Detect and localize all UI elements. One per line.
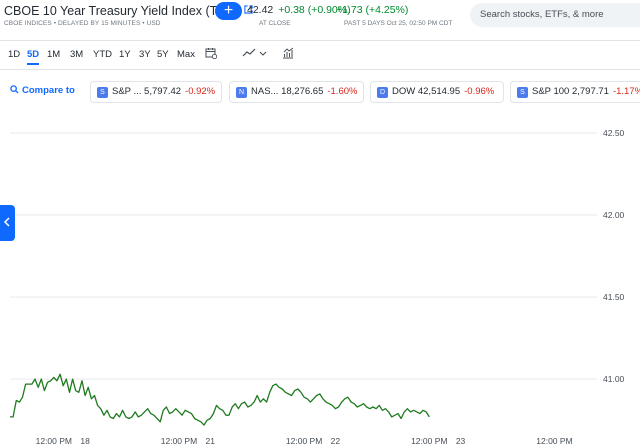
quote-title-text: CBOE 10 Year Treasury Yield Index (TNX) (4, 4, 239, 18)
range-ytd[interactable]: YTD (93, 49, 112, 60)
compare-chip-dow[interactable]: D DOW 42,514.95 -0.96% (370, 81, 504, 103)
x-tick-label: 23 (456, 436, 466, 446)
range-3y[interactable]: 3Y (139, 49, 151, 60)
chip-name: S&P 100 (532, 86, 570, 97)
x-tick-label: 12:00 PM (286, 436, 322, 446)
at-close-label: AT CLOSE (259, 20, 291, 27)
chevron-left-icon (3, 217, 10, 227)
x-tick-label: 21 (206, 436, 216, 446)
chip-value: 18,276.65 (281, 86, 324, 97)
range-1y[interactable]: 1Y (119, 49, 131, 60)
compare-chip-sp100[interactable]: S S&P 100 2,797.71-1.17% (510, 81, 640, 103)
series-line (10, 373, 430, 426)
compare-to-button[interactable]: Compare to (10, 85, 75, 96)
chip-change: -1.60% (327, 86, 358, 97)
range-max[interactable]: Max (177, 49, 195, 60)
price-chart[interactable]: 42.50 42.00 41.50 41.00 12:00 PM 18 12:00 PM 21… (0, 110, 640, 448)
x-tick-label: 18 (80, 436, 90, 446)
y-tick-label: 41.00 (603, 374, 625, 384)
x-tick-label: 12:00 PM (36, 436, 72, 446)
price-change: +0.38 (+0.90%) (278, 4, 351, 16)
chip-value: 42,514.95 (417, 86, 461, 97)
compare-chip-nasdaq[interactable]: N NAS... 18,276.65 -1.60% (229, 81, 364, 103)
compare-bar: Compare to S S&P ... 5,797.42 -0.92% N NAS.… (0, 78, 640, 106)
price-value: 42.42 (247, 4, 274, 16)
search-icon (10, 85, 19, 94)
x-tick-label: 12:00 PM (536, 436, 572, 446)
y-tick-label: 41.50 (603, 292, 625, 302)
range-1d[interactable]: 1D (8, 49, 21, 60)
chip-change: -0.96% (464, 86, 495, 97)
calendar-icon[interactable] (205, 47, 217, 59)
chip-value: 2,797.71 (571, 86, 609, 97)
indicators-icon[interactable] (282, 47, 294, 59)
quote-title: CBOE 10 Year Treasury Yield Index (TNX) (4, 4, 253, 18)
chip-badge: D (377, 87, 388, 98)
quote-subtitle: CBOE INDICES • DELAYED BY 15 MINUTES • U… (4, 20, 161, 27)
side-panel-toggle[interactable] (0, 205, 15, 241)
price-readout: 42.42 +0.38 (+0.90%) (247, 4, 351, 16)
range-1m[interactable]: 1M (47, 49, 61, 60)
x-tick-label: 12:00 PM (161, 436, 197, 446)
chip-change: -1.17% (612, 86, 640, 97)
range-toolbar: 1D 5D 1M 3M YTD 1Y 3Y 5Y Max (0, 40, 640, 70)
external-link-icon[interactable] (244, 5, 253, 14)
y-tick-label: 42.50 (603, 128, 625, 138)
chip-change: -0.92% (185, 86, 216, 97)
period-note: PAST 5 DAYS Oct 25, 02:50 PM CDT (344, 20, 453, 27)
chip-name: DOW (392, 86, 416, 97)
chip-name: NAS... (251, 86, 279, 97)
chip-badge: S (517, 87, 528, 98)
chip-name: S&P ... (112, 86, 142, 97)
chip-badge: N (236, 87, 247, 98)
y-tick-label: 42.00 (603, 210, 625, 220)
chip-badge: S (97, 87, 108, 98)
range-3m[interactable]: 3M (70, 49, 84, 60)
quote-header: CBOE 10 Year Treasury Yield Index (TNX) … (0, 0, 640, 34)
compare-to-label: Compare to (22, 85, 75, 96)
range-5y[interactable]: 5Y (157, 49, 169, 60)
range-5d[interactable]: 5D (27, 49, 40, 65)
follow-button[interactable]: + (215, 2, 242, 20)
chip-value: 5,797.42 (144, 86, 182, 97)
period-change: +1.73 (+4.25%) (336, 4, 409, 16)
compare-chip-sp500[interactable]: S S&P ... 5,797.42 -0.92% (90, 81, 222, 103)
search-input[interactable]: Search stocks, ETFs, & more (470, 3, 640, 27)
line-chart-icon[interactable] (242, 47, 268, 59)
x-tick-label: 22 (331, 436, 341, 446)
x-tick-label: 12:00 PM (411, 436, 447, 446)
